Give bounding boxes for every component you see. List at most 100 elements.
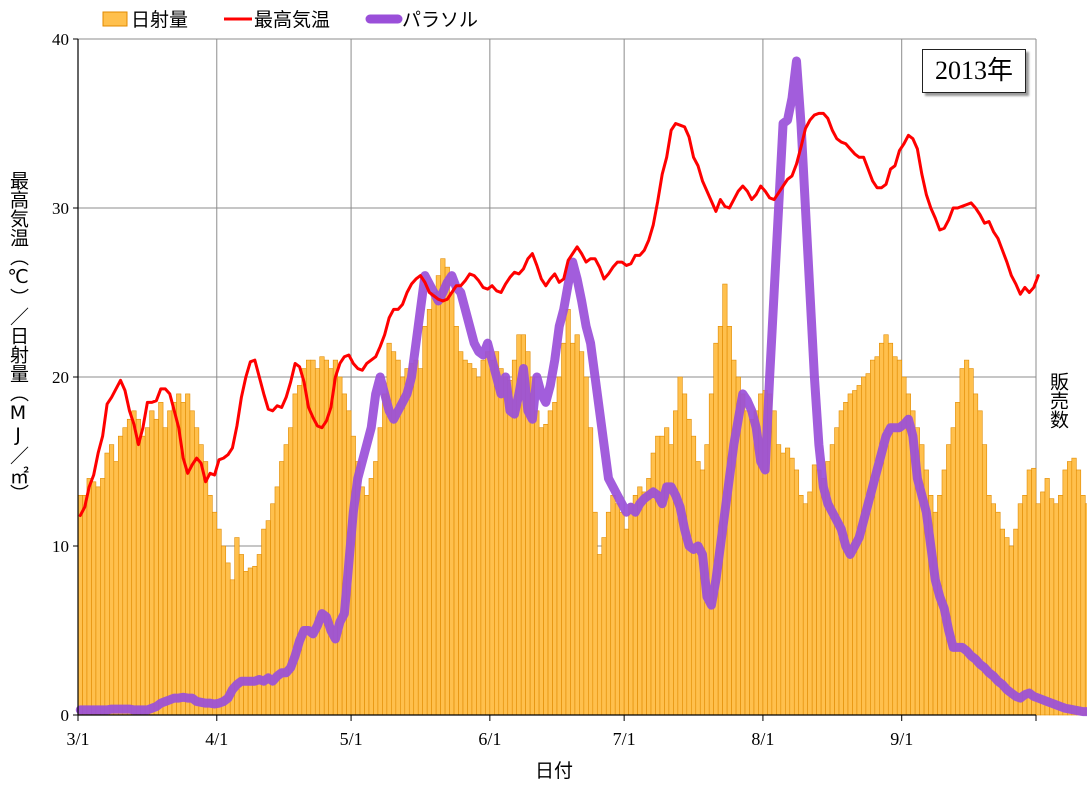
solar-bar <box>131 410 137 716</box>
solar-bar <box>1053 503 1059 716</box>
solar-bar <box>502 376 509 716</box>
solar-bar <box>632 494 638 716</box>
solar-bar <box>538 427 544 716</box>
solar-bar <box>713 342 719 716</box>
solar-bar <box>167 410 173 716</box>
solar-bar <box>435 275 441 716</box>
solar-bar <box>1049 498 1055 716</box>
solar-bar <box>77 494 83 716</box>
solar-bar <box>171 402 177 716</box>
solar-bar <box>588 427 594 716</box>
solar-bar <box>135 418 141 716</box>
solar-bar <box>870 359 876 716</box>
solar-bar <box>189 410 195 716</box>
solar-bar <box>426 309 432 716</box>
solar-bar <box>216 528 222 716</box>
solar-bar <box>686 418 692 716</box>
x-tick-label: 8/1 <box>751 729 774 749</box>
solar-bar <box>789 457 795 716</box>
solar-bar <box>771 410 777 716</box>
solar-bar <box>413 359 419 716</box>
solar-bar <box>892 356 898 716</box>
solar-bar <box>109 444 115 716</box>
solar-bar <box>382 393 388 716</box>
solar-bar <box>1031 467 1037 716</box>
x-tick-label: 7/1 <box>613 729 636 749</box>
solar-bar <box>185 393 191 716</box>
solar-bar <box>749 418 755 716</box>
solar-bar <box>328 368 334 716</box>
solar-bar <box>780 452 786 716</box>
solar-bar <box>534 410 540 716</box>
x-tick-label: 3/1 <box>66 729 89 749</box>
solar-bar <box>158 402 164 716</box>
solar-bar <box>368 478 374 716</box>
solar-bar <box>565 309 571 716</box>
solar-bar <box>485 351 491 716</box>
solar-bar <box>601 537 607 716</box>
solar-bar <box>431 292 437 716</box>
y-tick-label: 40 <box>52 30 69 49</box>
legend-label-solar: 日射量 <box>131 9 188 31</box>
x-axis-label: 日付 <box>535 760 574 782</box>
solar-bar <box>807 491 813 716</box>
solar-bar <box>646 478 652 716</box>
solar-bar <box>811 464 817 716</box>
solar-bar <box>843 402 849 716</box>
solar-bar <box>82 494 88 716</box>
solar-bar <box>1026 469 1032 716</box>
solar-bar <box>829 444 835 716</box>
solar-bar <box>1035 503 1041 716</box>
solar-bar <box>838 410 844 716</box>
solar-bar <box>117 435 124 716</box>
solar-bar <box>552 402 558 716</box>
solar-bar <box>149 410 155 716</box>
solar-bar <box>570 342 576 716</box>
solar-bar <box>489 359 495 716</box>
solar-bar <box>1013 528 1019 716</box>
solar-bar <box>332 359 338 716</box>
solar-bar <box>498 368 504 716</box>
solar-bar <box>695 461 701 716</box>
solar-bar <box>619 511 625 716</box>
solar-bar <box>476 376 482 716</box>
x-tick-label: 6/1 <box>478 729 501 749</box>
solar-bar <box>1058 494 1064 716</box>
solar-bar <box>547 410 553 716</box>
solar-bar <box>879 342 885 716</box>
solar-bar <box>986 494 992 716</box>
y-tick-label: 30 <box>52 199 69 218</box>
series-lines <box>75 56 1087 717</box>
solar-bar <box>247 567 253 716</box>
axes: 0 10 20 30 40 3/1 4/1 5/1 6/1 7/1 8/1 9/1 <box>52 30 1037 749</box>
solar-bar <box>682 393 688 716</box>
solar-bar <box>1044 478 1050 716</box>
y2-axis-label: 販売数 <box>1047 372 1069 429</box>
solar-bar <box>207 494 213 716</box>
parasol-sales-line <box>75 56 1087 717</box>
solar-bar <box>319 356 325 716</box>
solar-bar <box>690 435 697 716</box>
solar-bar <box>261 528 267 716</box>
solar-bar <box>113 461 119 716</box>
solar-bar <box>637 486 643 716</box>
solar-bar <box>301 368 307 716</box>
solar-bar <box>198 444 204 716</box>
year-label-box: 2013年 <box>922 49 1026 93</box>
solar-bar <box>802 503 808 716</box>
solar-bar <box>592 511 598 716</box>
solar-bar <box>874 356 880 716</box>
y-tick-label: 10 <box>52 537 69 556</box>
solar-bar <box>359 486 365 716</box>
legend: 日射量 最高気温 パラソル <box>102 9 478 31</box>
solar-bar <box>400 376 406 716</box>
solar-bar <box>950 427 956 716</box>
solar-bar <box>641 491 647 716</box>
solar-bar <box>834 427 840 716</box>
solar-bar <box>507 380 513 716</box>
solar-bar <box>1017 503 1023 716</box>
solar-bar <box>453 325 459 716</box>
y-tick-label: 0 <box>61 706 70 725</box>
solar-bar <box>422 325 428 716</box>
